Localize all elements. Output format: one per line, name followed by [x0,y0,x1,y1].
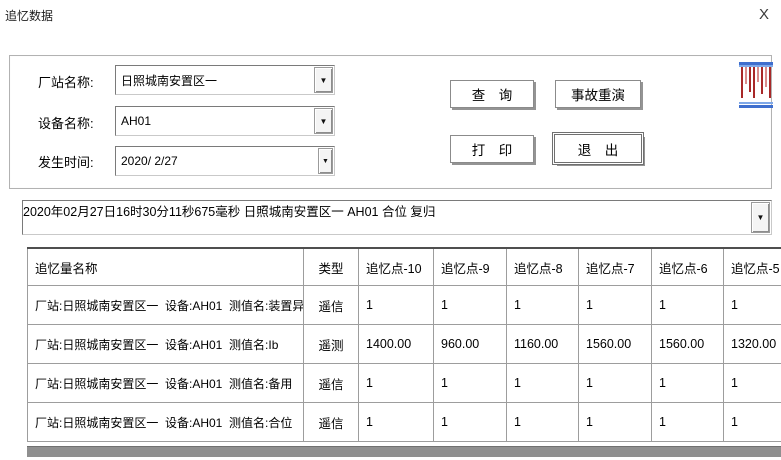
value-cell: 1 [651,285,724,325]
value-cell: 1400.00 [358,324,434,364]
measure-name-cell: 厂站:日照城南安置区一 设备:AH01 测值名:合位 [27,402,304,442]
horizontal-scrollbar[interactable] [27,446,781,457]
table-row[interactable]: 厂站:日照城南安置区一 设备:AH01 测值名:Ib 遥测 1400.00 960.0… [27,324,781,364]
value-cell: 1 [506,402,579,442]
column-header[interactable]: 类型 [303,247,359,286]
table-row[interactable]: 厂站:日照城南安置区一 设备:AH01 测值名:备用 遥信 1 1 1 1 1 1 [27,363,781,403]
column-header[interactable]: 追忆点-8 [506,247,579,286]
device-name-label: 设备名称: [38,116,94,131]
value-cell: 1 [433,363,507,403]
value-cell: 1160.00 [506,324,579,364]
value-cell: 1 [578,363,652,403]
close-icon[interactable]: X [758,6,769,23]
waveform-recorder-icon [739,62,773,108]
chevron-down-icon[interactable]: ▼ [318,148,333,174]
value-cell: 1 [651,402,724,442]
chevron-down-icon[interactable]: ▼ [751,202,770,233]
value-cell: 1 [578,285,652,325]
occurrence-time-label: 发生时间: [38,155,94,170]
event-record-select[interactable]: 2020年02月27日16时30分11秒675毫秒 日照城南安置区一 AH01 … [22,200,772,235]
event-record-value: 2020年02月27日16时30分11秒675毫秒 日照城南安置区一 AH01 … [23,205,436,219]
column-header[interactable]: 追忆点-10 [358,247,434,286]
value-cell: 1 [723,285,781,325]
column-header[interactable]: 追忆点-7 [578,247,652,286]
value-cell: 1 [578,402,652,442]
table-header-row: 追忆量名称 类型 追忆点-10 追忆点-9 追忆点-8 追忆点-7 追忆点-6 追忆点-5 [27,247,781,286]
print-button[interactable]: 打 印 [450,135,534,163]
occurrence-time-value: 2020/ 2/27 [121,154,178,168]
value-cell: 1 [723,402,781,442]
query-button[interactable]: 查 询 [450,80,534,108]
column-header[interactable]: 追忆点-5 [723,247,781,286]
occurrence-time-select[interactable]: 2020/ 2/27 ▼ [115,146,335,176]
value-cell: 1 [358,363,434,403]
type-cell: 遥测 [303,324,359,364]
station-name-label: 厂站名称: [38,75,94,90]
value-cell: 1 [723,363,781,403]
station-name-value: 日照城南安置区一 [121,73,218,88]
type-cell: 遥信 [303,285,359,325]
exit-button[interactable]: 退 出 [554,134,642,163]
measure-name-cell: 厂站:日照城南安置区一 设备:AH01 测值名:Ib [27,324,304,364]
column-header[interactable]: 追忆点-9 [433,247,507,286]
value-cell: 1320.00 [723,324,781,364]
table-body: 厂站:日照城南安置区一 设备:AH01 测值名:装置异常 遥信 1 1 1 1 1 1 厂站:日… [27,285,781,442]
device-name-select[interactable]: AH01 ▼ [115,106,335,136]
station-name-select[interactable]: 日照城南安置区一 ▼ [115,65,335,95]
chevron-down-icon[interactable]: ▼ [314,67,333,93]
measure-name-cell: 厂站:日照城南安置区一 设备:AH01 测值名:装置异常 [27,285,304,325]
value-cell: 1 [358,402,434,442]
value-cell: 1560.00 [578,324,652,364]
device-name-value: AH01 [121,114,152,128]
value-cell: 1 [506,363,579,403]
type-cell: 遥信 [303,363,359,403]
value-cell: 1 [433,402,507,442]
value-cell: 960.00 [433,324,507,364]
table-row[interactable]: 厂站:日照城南安置区一 设备:AH01 测值名:合位 遥信 1 1 1 1 1 1 [27,402,781,442]
type-cell: 遥信 [303,402,359,442]
value-cell: 1560.00 [651,324,724,364]
column-header[interactable]: 追忆量名称 [27,247,304,286]
value-cell: 1 [358,285,434,325]
value-cell: 1 [433,285,507,325]
column-header[interactable]: 追忆点-6 [651,247,724,286]
table-row[interactable]: 厂站:日照城南安置区一 设备:AH01 测值名:装置异常 遥信 1 1 1 1 1 1 [27,285,781,325]
accident-replay-button[interactable]: 事故重演 [555,80,641,108]
recall-table: 追忆量名称 类型 追忆点-10 追忆点-9 追忆点-8 追忆点-7 追忆点-6 追忆点-5 厂… [27,247,781,444]
measure-name-cell: 厂站:日照城南安置区一 设备:AH01 测值名:备用 [27,363,304,403]
value-cell: 1 [506,285,579,325]
value-cell: 1 [651,363,724,403]
chevron-down-icon[interactable]: ▼ [314,108,333,134]
filter-group [9,55,772,189]
window-title: 追忆数据 [5,9,54,23]
